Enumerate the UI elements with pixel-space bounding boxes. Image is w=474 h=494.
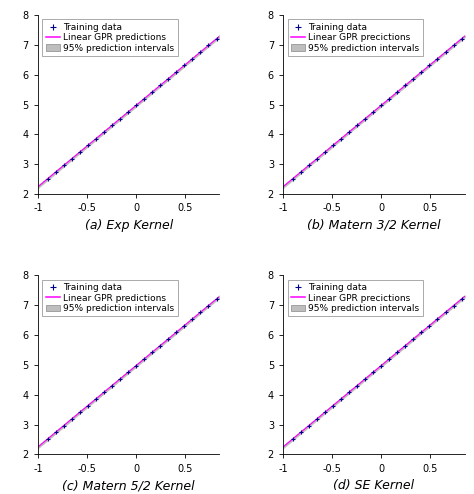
X-axis label: (b) Matern 3/2 Kernel: (b) Matern 3/2 Kernel bbox=[307, 219, 440, 232]
X-axis label: (a) Exp Kernel: (a) Exp Kernel bbox=[84, 219, 173, 232]
Legend: Training data, Linear GPR predictions, 95% prediction intervals: Training data, Linear GPR predictions, 9… bbox=[43, 280, 178, 317]
X-axis label: (c) Matern 5/2 Kernel: (c) Matern 5/2 Kernel bbox=[63, 479, 195, 492]
Legend: Training data, Linear GPR predictions, 95% prediction intervals: Training data, Linear GPR predictions, 9… bbox=[43, 19, 178, 56]
X-axis label: (d) SE Kernel: (d) SE Kernel bbox=[333, 479, 414, 492]
Legend: Training data, Linear GPR precictions, 95% prediction intervals: Training data, Linear GPR precictions, 9… bbox=[288, 19, 423, 56]
Legend: Training data, Linear GPR precictions, 95% prediction intervals: Training data, Linear GPR precictions, 9… bbox=[288, 280, 423, 317]
